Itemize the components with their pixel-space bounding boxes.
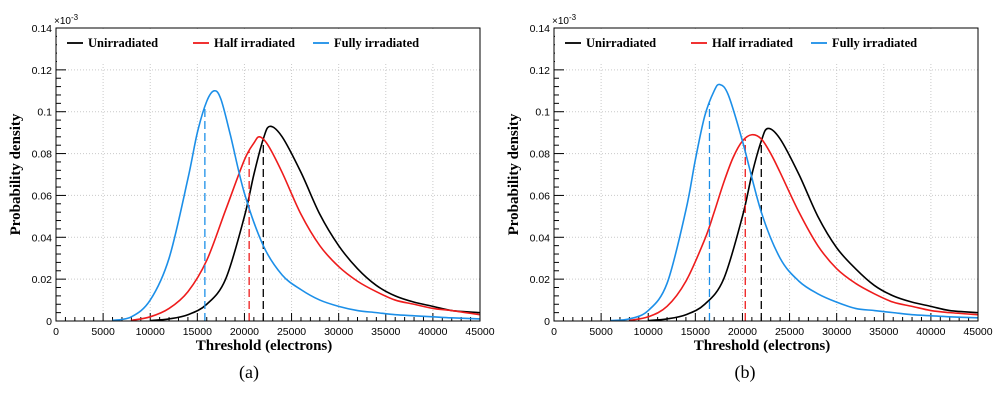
legend-label: Half irradiated [214,36,295,50]
y-tick-label: 0.12 [32,65,53,77]
x-tick-label: 25000 [775,326,804,338]
y-multiplier: ×10-3 [54,13,79,27]
series-line-fully-irradiated [112,89,481,322]
x-tick-label: 0 [53,326,59,338]
plot-area [56,28,480,321]
x-tick-label: 10000 [634,326,663,338]
x-axis-title: Threshold (electrons) [196,338,333,354]
plot-frame [55,27,481,322]
x-tick-label: 20000 [728,326,757,338]
x-tick-label: 40000 [418,326,447,338]
y-axis-title: Probability density [8,113,24,235]
x-tick-label: 30000 [324,326,353,338]
legend: Unirradiated Half irradiated Fully irradia… [555,29,977,63]
x-tick-label: 30000 [822,326,851,338]
y-tick-label: 0.02 [32,274,53,286]
panel-caption: (a) [239,362,259,383]
legend-label: Unirradiated [88,36,158,50]
y-tick-label: 0 [544,316,550,328]
x-tick-label: 15000 [183,326,212,338]
series-line-fully-irradiated [610,83,979,322]
series-line-unirradiated [150,125,481,322]
y-tick-label: 0.04 [32,232,53,244]
x-tick-label: 35000 [869,326,898,338]
y-tick-label: 0.1 [37,107,52,119]
panel-caption: (b) [735,362,756,383]
series-line-half-irradiated [131,136,481,322]
legend-label: Unirradiated [586,36,656,50]
x-tick-label: 15000 [681,326,710,338]
y-tick-label: 0.14 [32,23,53,35]
y-tick-label: 0.1 [535,107,550,119]
x-tick-label: 35000 [371,326,400,338]
y-axis-title: Probability density [506,113,522,235]
legend: Unirradiated Half irradiated Fully irradia… [57,29,479,63]
chart-panel-a: 0 5000 10000 15000 20000 25000 30000 35000 40000… [8,13,495,383]
grid-lines [554,28,978,321]
x-tick-label: 45000 [465,326,494,338]
x-tick-label: 45000 [963,326,992,338]
y-tick-label: 0.08 [32,149,53,161]
x-tick-label: 5000 [91,326,115,338]
series-line-unirradiated [648,127,979,322]
series-line-half-irradiated [629,133,979,322]
grid-lines [56,28,480,321]
y-tick-label: 0.02 [530,274,551,286]
y-tick-label: 0.04 [530,232,551,244]
y-tick-label: 0 [46,316,52,328]
legend-box [555,29,977,63]
y-tick-label: 0.06 [32,190,53,202]
x-tick-label: 40000 [916,326,945,338]
x-axis-title: Threshold (electrons) [694,338,831,354]
legend-box [57,29,479,63]
legend-label: Fully irradiated [832,36,917,50]
y-tick-label: 0.14 [530,23,551,35]
plot-area [554,28,978,321]
y-tick-label: 0.08 [530,149,551,161]
x-tick-label: 25000 [277,326,306,338]
y-tick-label: 0.06 [530,190,551,202]
legend-label: Half irradiated [712,36,793,50]
x-tick-label: 10000 [136,326,165,338]
x-tick-label: 5000 [589,326,613,338]
y-multiplier: ×10-3 [552,13,577,27]
y-tick-label: 0.12 [530,65,551,77]
x-tick-label: 0 [551,326,557,338]
x-tick-label: 20000 [230,326,259,338]
plot-frame [553,27,979,322]
legend-label: Fully irradiated [334,36,419,50]
chart-panel-b: 0 5000 10000 15000 20000 25000 30000 35000 40000… [506,13,993,383]
